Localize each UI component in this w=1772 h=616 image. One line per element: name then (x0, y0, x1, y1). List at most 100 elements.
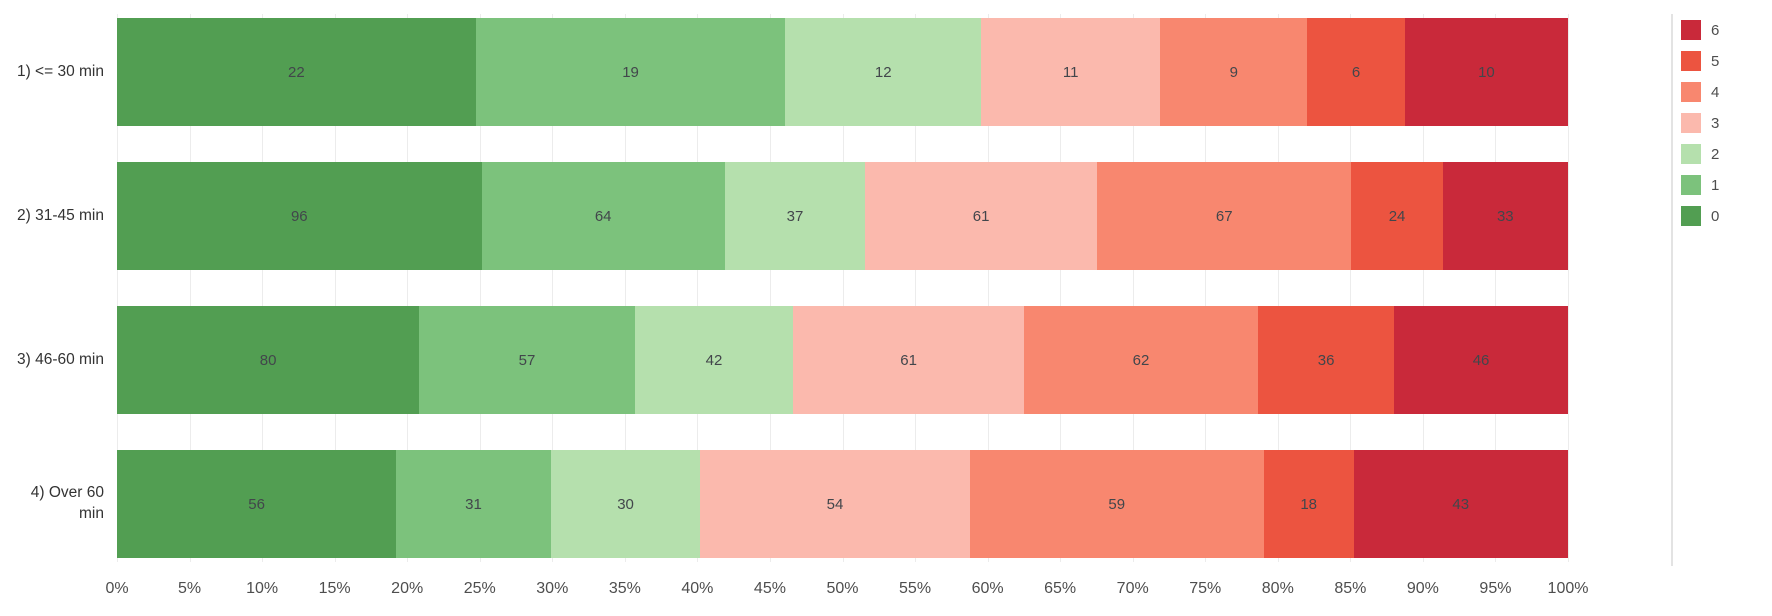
category-label-text: 4) Over 60 min (30, 484, 104, 522)
category-label[interactable]: 1) <= 30 min (0, 18, 111, 126)
bar-segment[interactable]: 62 (1023, 306, 1259, 414)
bar-segment[interactable]: 33 (1442, 162, 1568, 270)
category-label-text: 3) 46-60 min (16, 350, 104, 368)
category-label[interactable]: 4) Over 60 min (0, 450, 111, 558)
bar-value-label: 57 (518, 351, 536, 369)
legend-entry[interactable]: 6 (1681, 20, 1719, 40)
legend-entry[interactable]: 1 (1681, 175, 1719, 195)
bar-value-label: 6 (1351, 63, 1361, 81)
legend-entries: 6 5 4 3 2 1 0 (1681, 14, 1719, 226)
bar-value-label: 67 (1215, 207, 1233, 225)
x-tick-label: 45% (753, 580, 786, 597)
bar-segment[interactable]: 37 (724, 162, 866, 270)
x-tick-label: 65% (1044, 580, 1077, 597)
bar-segment[interactable]: 9 (1160, 18, 1308, 126)
bar-segment[interactable]: 42 (634, 306, 794, 414)
plot-area: 22 19 12 11 9 6 10 96 64 37 61 67 24 33 80 57 42 61 62 36 46… (117, 14, 1569, 566)
legend-entry[interactable]: 3 (1681, 113, 1719, 133)
legend-swatch (1681, 113, 1701, 133)
gridline (842, 14, 844, 562)
legend-swatch (1681, 51, 1701, 71)
gridline (1495, 14, 1497, 562)
x-tick-label: 95% (1479, 580, 1512, 597)
bar-value-label: 31 (465, 495, 482, 513)
bar-value-label: 43 (1452, 495, 1470, 513)
x-tick-label: 15% (318, 580, 351, 597)
bar-segment[interactable]: 10 (1404, 18, 1568, 126)
legend-swatch (1681, 144, 1701, 164)
bar-value-label: 36 (1317, 351, 1335, 369)
bar-segment[interactable]: 61 (793, 306, 1024, 414)
bar-value-label: 96 (290, 207, 308, 225)
bar-segment[interactable]: 18 (1263, 450, 1354, 558)
legend-label: 2 (1711, 145, 1720, 163)
gridline (189, 14, 191, 562)
category-label[interactable]: 3) 46-60 min (0, 306, 111, 414)
legend-label: 1 (1711, 176, 1720, 194)
x-tick-label: 60% (971, 580, 1004, 597)
bar-segment[interactable]: 22 (117, 18, 476, 126)
gridline (769, 14, 771, 562)
bar-value-label: 9 (1229, 63, 1238, 81)
bar-value-label: 24 (1388, 207, 1406, 225)
bar-value-label: 61 (972, 207, 990, 225)
bar-segment[interactable]: 24 (1351, 162, 1443, 270)
bar-segment[interactable]: 46 (1394, 306, 1568, 414)
legend-entry[interactable]: 5 (1681, 51, 1719, 71)
bar-row: 22 19 12 11 9 6 10 (117, 18, 1568, 126)
bar-segment[interactable]: 56 (117, 450, 397, 558)
bar-value-label: 62 (1132, 351, 1150, 369)
bar-segment[interactable]: 64 (481, 162, 725, 270)
bar-row: 80 57 42 61 62 36 46 (117, 306, 1568, 414)
bar-segment[interactable]: 30 (550, 450, 701, 558)
bar-segment[interactable]: 80 (117, 306, 420, 414)
color-legend: 6 5 4 3 2 1 0 (1671, 14, 1719, 566)
x-tick-label: 100% (1547, 580, 1589, 597)
bar-segment[interactable]: 57 (419, 306, 635, 414)
bar-value-label: 33 (1496, 207, 1514, 225)
bar-value-label: 19 (622, 63, 639, 81)
bar-value-label: 42 (705, 351, 723, 369)
legend-entry[interactable]: 2 (1681, 144, 1719, 164)
category-label[interactable]: 2) 31-45 min (0, 162, 111, 270)
bar-value-label: 54 (826, 495, 844, 513)
bar-row: 56 31 30 54 59 18 43 (117, 450, 1568, 558)
legend-label: 4 (1711, 83, 1720, 101)
gridline (1422, 14, 1424, 562)
bar-segment[interactable]: 43 (1353, 450, 1568, 558)
bar-row: 96 64 37 61 67 24 33 (117, 162, 1568, 270)
bar-value-label: 64 (594, 207, 612, 225)
gridline (1568, 14, 1569, 562)
x-tick-label: 20% (391, 580, 424, 597)
x-tick-label: 40% (681, 580, 714, 597)
bar-segment[interactable]: 96 (117, 162, 482, 270)
bar-value-label: 30 (617, 495, 634, 513)
bar-segment[interactable]: 67 (1096, 162, 1352, 270)
x-tick-label: 0% (105, 580, 129, 597)
bar-segment[interactable]: 12 (785, 18, 982, 126)
x-tick-label: 70% (1116, 580, 1149, 597)
bar-segment[interactable]: 11 (981, 18, 1161, 126)
x-tick-label: 35% (608, 580, 641, 597)
x-axis: 0% 5% 10% 15% 20% 25% 30% 35% 40% 45% 50% 55% 60% 65%… (105, 580, 1588, 604)
x-tick-label: 50% (826, 580, 859, 597)
gridline (1350, 14, 1352, 562)
bar-value-label: 37 (786, 207, 804, 225)
x-tick-label: 25% (463, 580, 496, 597)
legend-entry[interactable]: 0 (1681, 206, 1719, 226)
bar-segment[interactable]: 61 (865, 162, 1097, 270)
legend-label: 5 (1711, 52, 1720, 70)
legend-label: 0 (1711, 207, 1720, 225)
gridline (624, 14, 626, 562)
bar-segment[interactable]: 6 (1307, 18, 1405, 126)
bar-segment[interactable]: 31 (396, 450, 551, 558)
x-tick-label: 5% (177, 580, 202, 597)
legend-entry[interactable]: 4 (1681, 82, 1719, 102)
bar-segment[interactable]: 36 (1258, 306, 1395, 414)
gridline (987, 14, 989, 562)
bar-segment[interactable]: 59 (969, 450, 1264, 558)
bar-segment[interactable]: 54 (700, 450, 970, 558)
bar-segment[interactable]: 19 (475, 18, 786, 126)
gridline (1060, 14, 1062, 562)
